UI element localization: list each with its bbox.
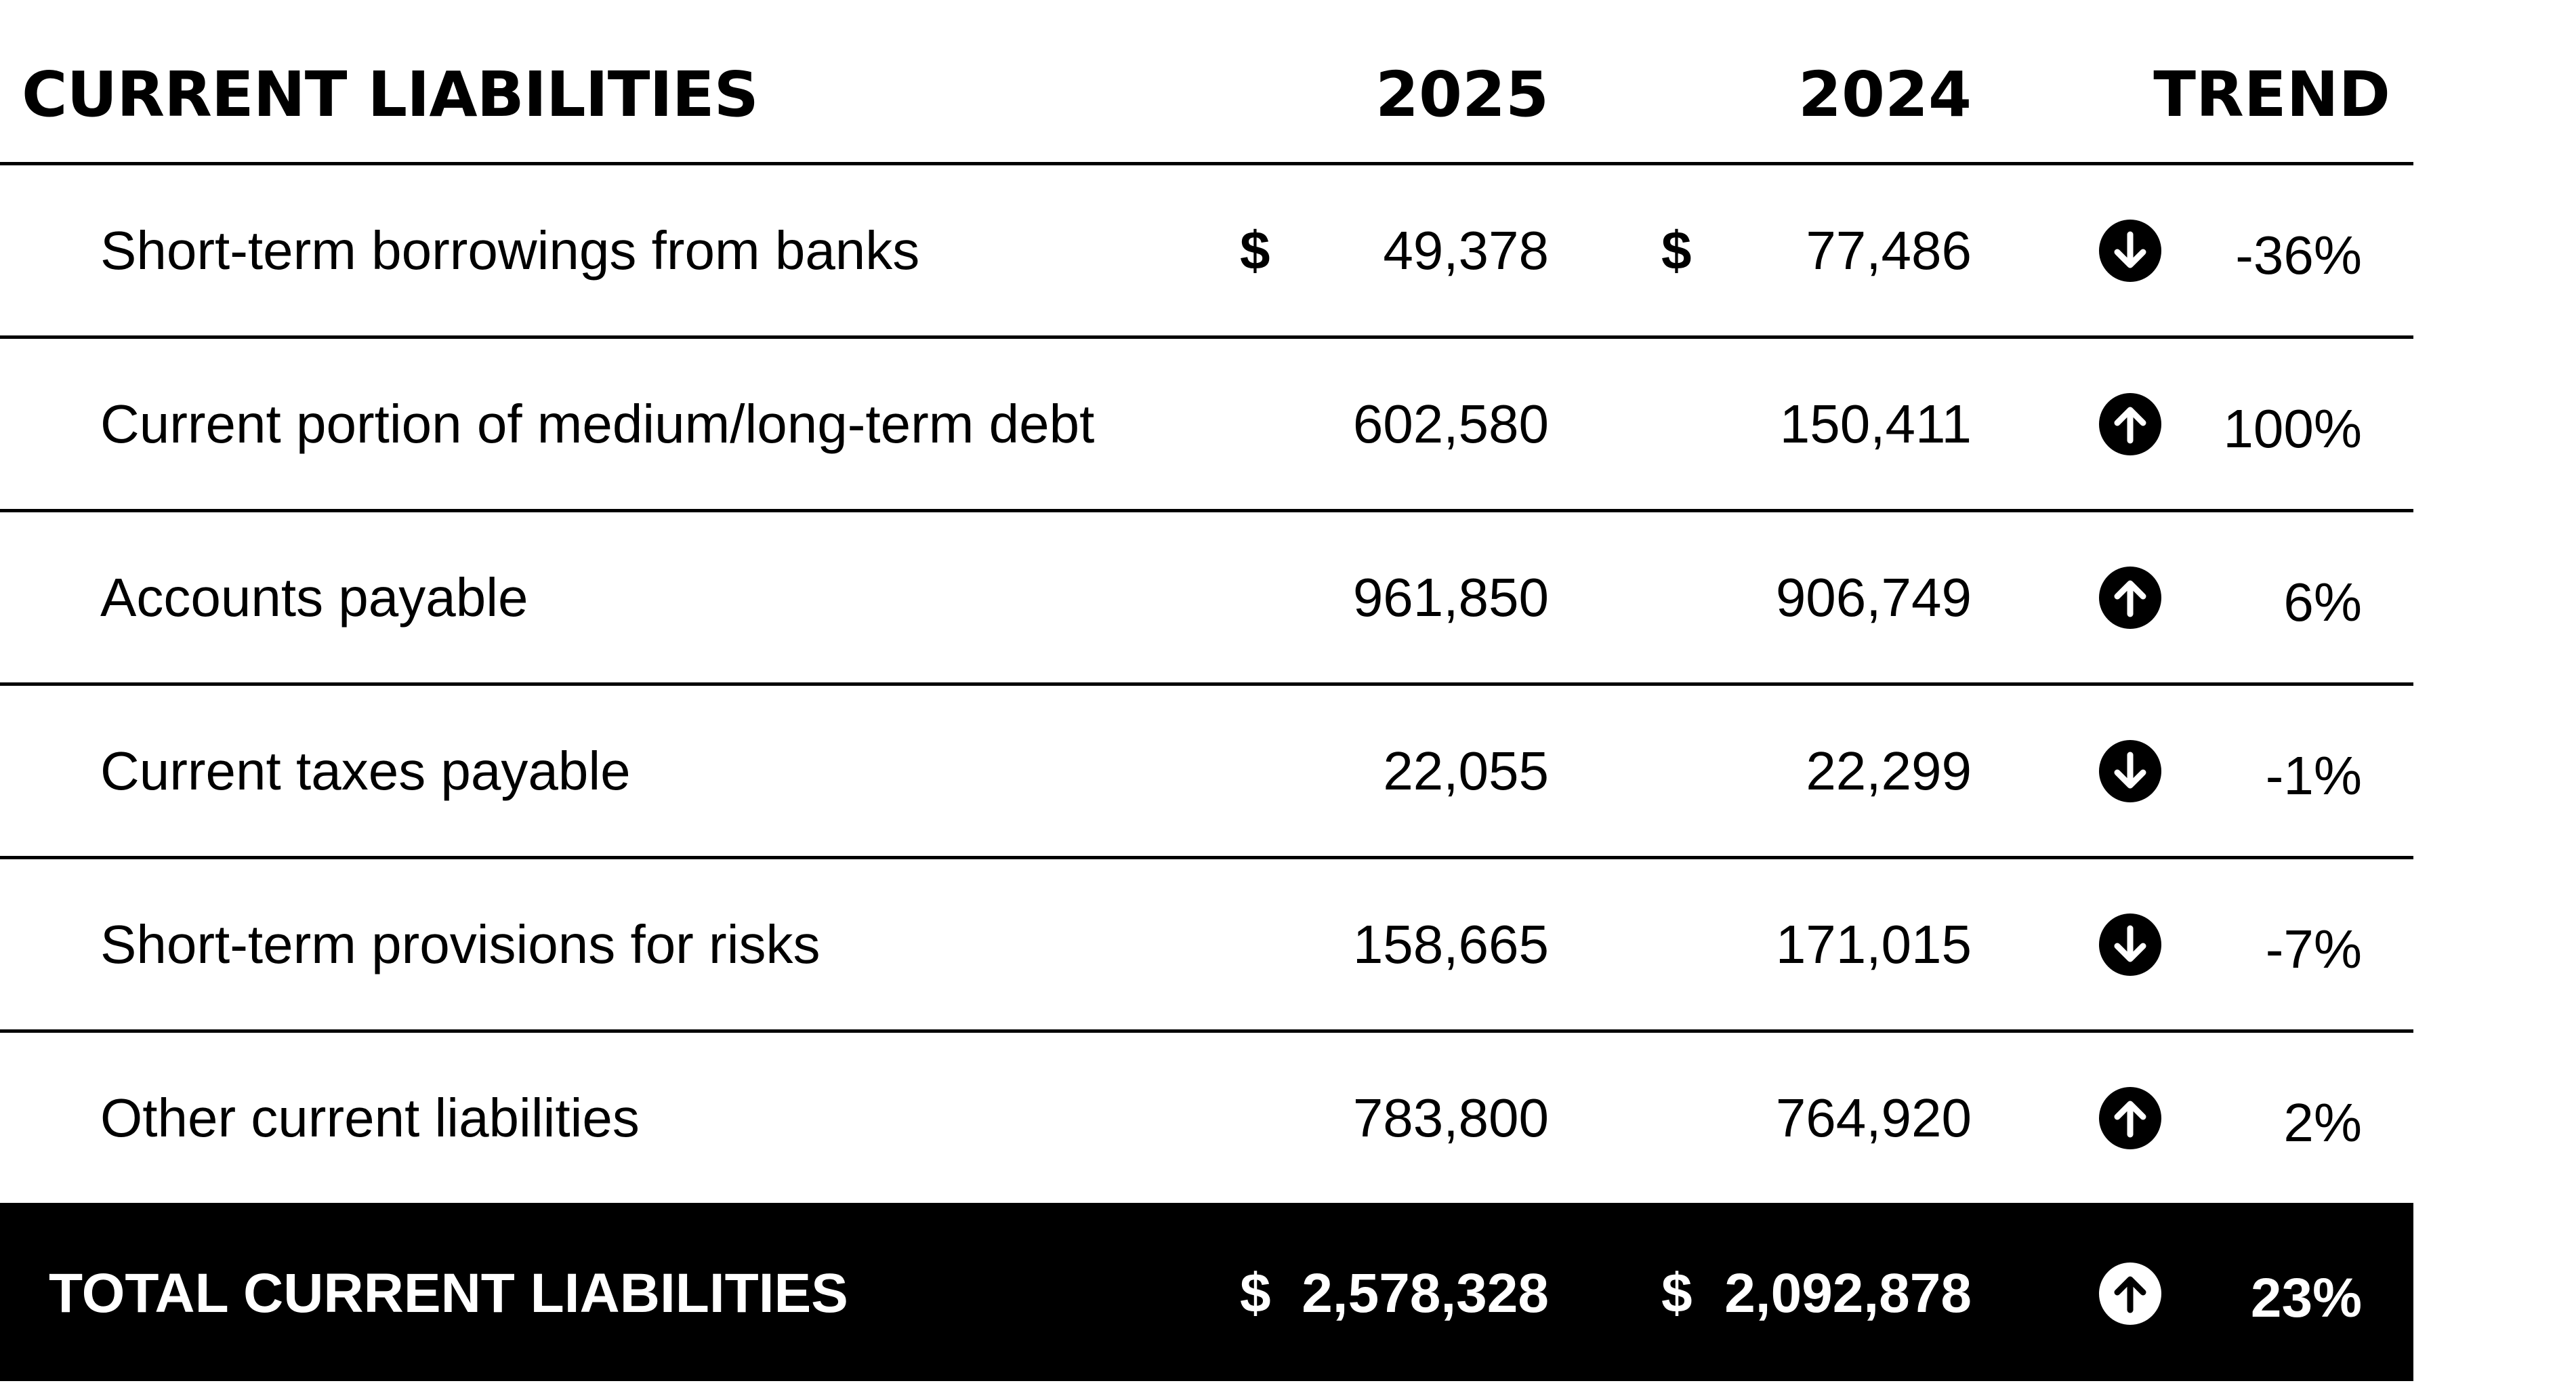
total-trend-icon-cell <box>2099 1206 2161 1381</box>
total-row: TOTAL CURRENT LIABILITIES $ 2,578,328 $ … <box>0 1206 2413 1381</box>
table-header: CURRENT LIABILITIES 2025 2024 TREND <box>0 0 2413 165</box>
arrow-down-circle-icon <box>2099 739 2161 802</box>
row-value-2024: 906,749 <box>1775 567 1972 628</box>
table-row: Accounts payable 961,850 906,749 6% <box>0 512 2413 686</box>
row-value-2025: 158,665 <box>1352 913 1549 974</box>
row-value-2025: 22,055 <box>1383 740 1549 801</box>
arrow-up-circle-icon <box>2099 1262 2161 1325</box>
table-row: Current taxes payable 22,055 22,299 -1% <box>0 686 2413 859</box>
column-header-2024: 2024 <box>1798 58 1972 131</box>
row-trend-percent: -1% <box>2265 745 2362 806</box>
row-label: Current taxes payable <box>100 740 631 801</box>
table-row: Other current liabilities 783,800 764,920 2… <box>0 1033 2413 1206</box>
arrow-up-circle-icon <box>2099 1086 2161 1149</box>
total-label: TOTAL CURRENT LIABILITIES <box>49 1262 848 1324</box>
row-trend-percent: 6% <box>2283 571 2362 632</box>
row-value-2024: 171,015 <box>1775 913 1972 974</box>
row-trend-percent: 100% <box>2223 398 2362 459</box>
arrow-up-circle-icon <box>2099 392 2161 455</box>
row-trend-icon-cell <box>2099 165 2161 335</box>
table-row: Short-term borrowings from banks $49,378 $… <box>0 165 2413 339</box>
row-value-2024: 77,486 <box>1806 220 1972 281</box>
arrow-up-circle-icon <box>2099 566 2161 629</box>
table-row: Short-term provisions for risks 158,665 17… <box>0 859 2413 1033</box>
table-title: CURRENT LIABILITIES <box>22 58 759 131</box>
total-currency-2025: $ <box>1240 1262 1271 1324</box>
row-trend-icon-cell <box>2099 512 2161 682</box>
row-label: Short-term provisions for risks <box>100 913 820 974</box>
row-trend-icon-cell <box>2099 859 2161 1029</box>
row-trend-icon-cell <box>2099 339 2161 509</box>
row-trend-percent: 2% <box>2283 1092 2362 1153</box>
row-currency-2025: $ <box>1240 220 1270 281</box>
row-value-2024: 150,411 <box>1779 393 1972 454</box>
row-trend-percent: -36% <box>2235 224 2362 285</box>
row-label: Other current liabilities <box>100 1087 640 1148</box>
row-label: Accounts payable <box>100 567 528 628</box>
row-value-2024: 764,920 <box>1775 1087 1972 1148</box>
table-body: Short-term borrowings from banks $49,378 $… <box>0 165 2413 1206</box>
column-header-2025: 2025 <box>1375 58 1549 131</box>
row-trend-percent: -7% <box>2265 918 2362 979</box>
row-value-2025: 961,850 <box>1352 567 1549 628</box>
arrow-down-circle-icon <box>2099 219 2161 282</box>
row-value-2024: 22,299 <box>1806 740 1972 801</box>
total-currency-2024: $ <box>1661 1262 1692 1324</box>
table-row: Current portion of medium/long-term debt… <box>0 339 2413 512</box>
row-trend-icon-cell <box>2099 686 2161 856</box>
row-label: Current portion of medium/long-term debt <box>100 393 1095 454</box>
row-value-2025: 602,580 <box>1352 393 1549 454</box>
row-trend-icon-cell <box>2099 1033 2161 1203</box>
row-label: Short-term borrowings from banks <box>100 220 920 281</box>
row-value-2025: 49,378 <box>1383 220 1549 281</box>
total-value-2024: 2,092,878 <box>1724 1262 1972 1324</box>
total-trend-percent: 23% <box>2250 1267 2362 1329</box>
current-liabilities-table: CURRENT LIABILITIES 2025 2024 TREND Shor… <box>0 0 2413 1381</box>
column-header-trend: TREND <box>2153 58 2390 131</box>
total-value-2025: 2,578,328 <box>1302 1262 1549 1324</box>
row-currency-2024: $ <box>1661 220 1692 281</box>
row-value-2025: 783,800 <box>1352 1087 1549 1148</box>
arrow-down-circle-icon <box>2099 913 2161 976</box>
